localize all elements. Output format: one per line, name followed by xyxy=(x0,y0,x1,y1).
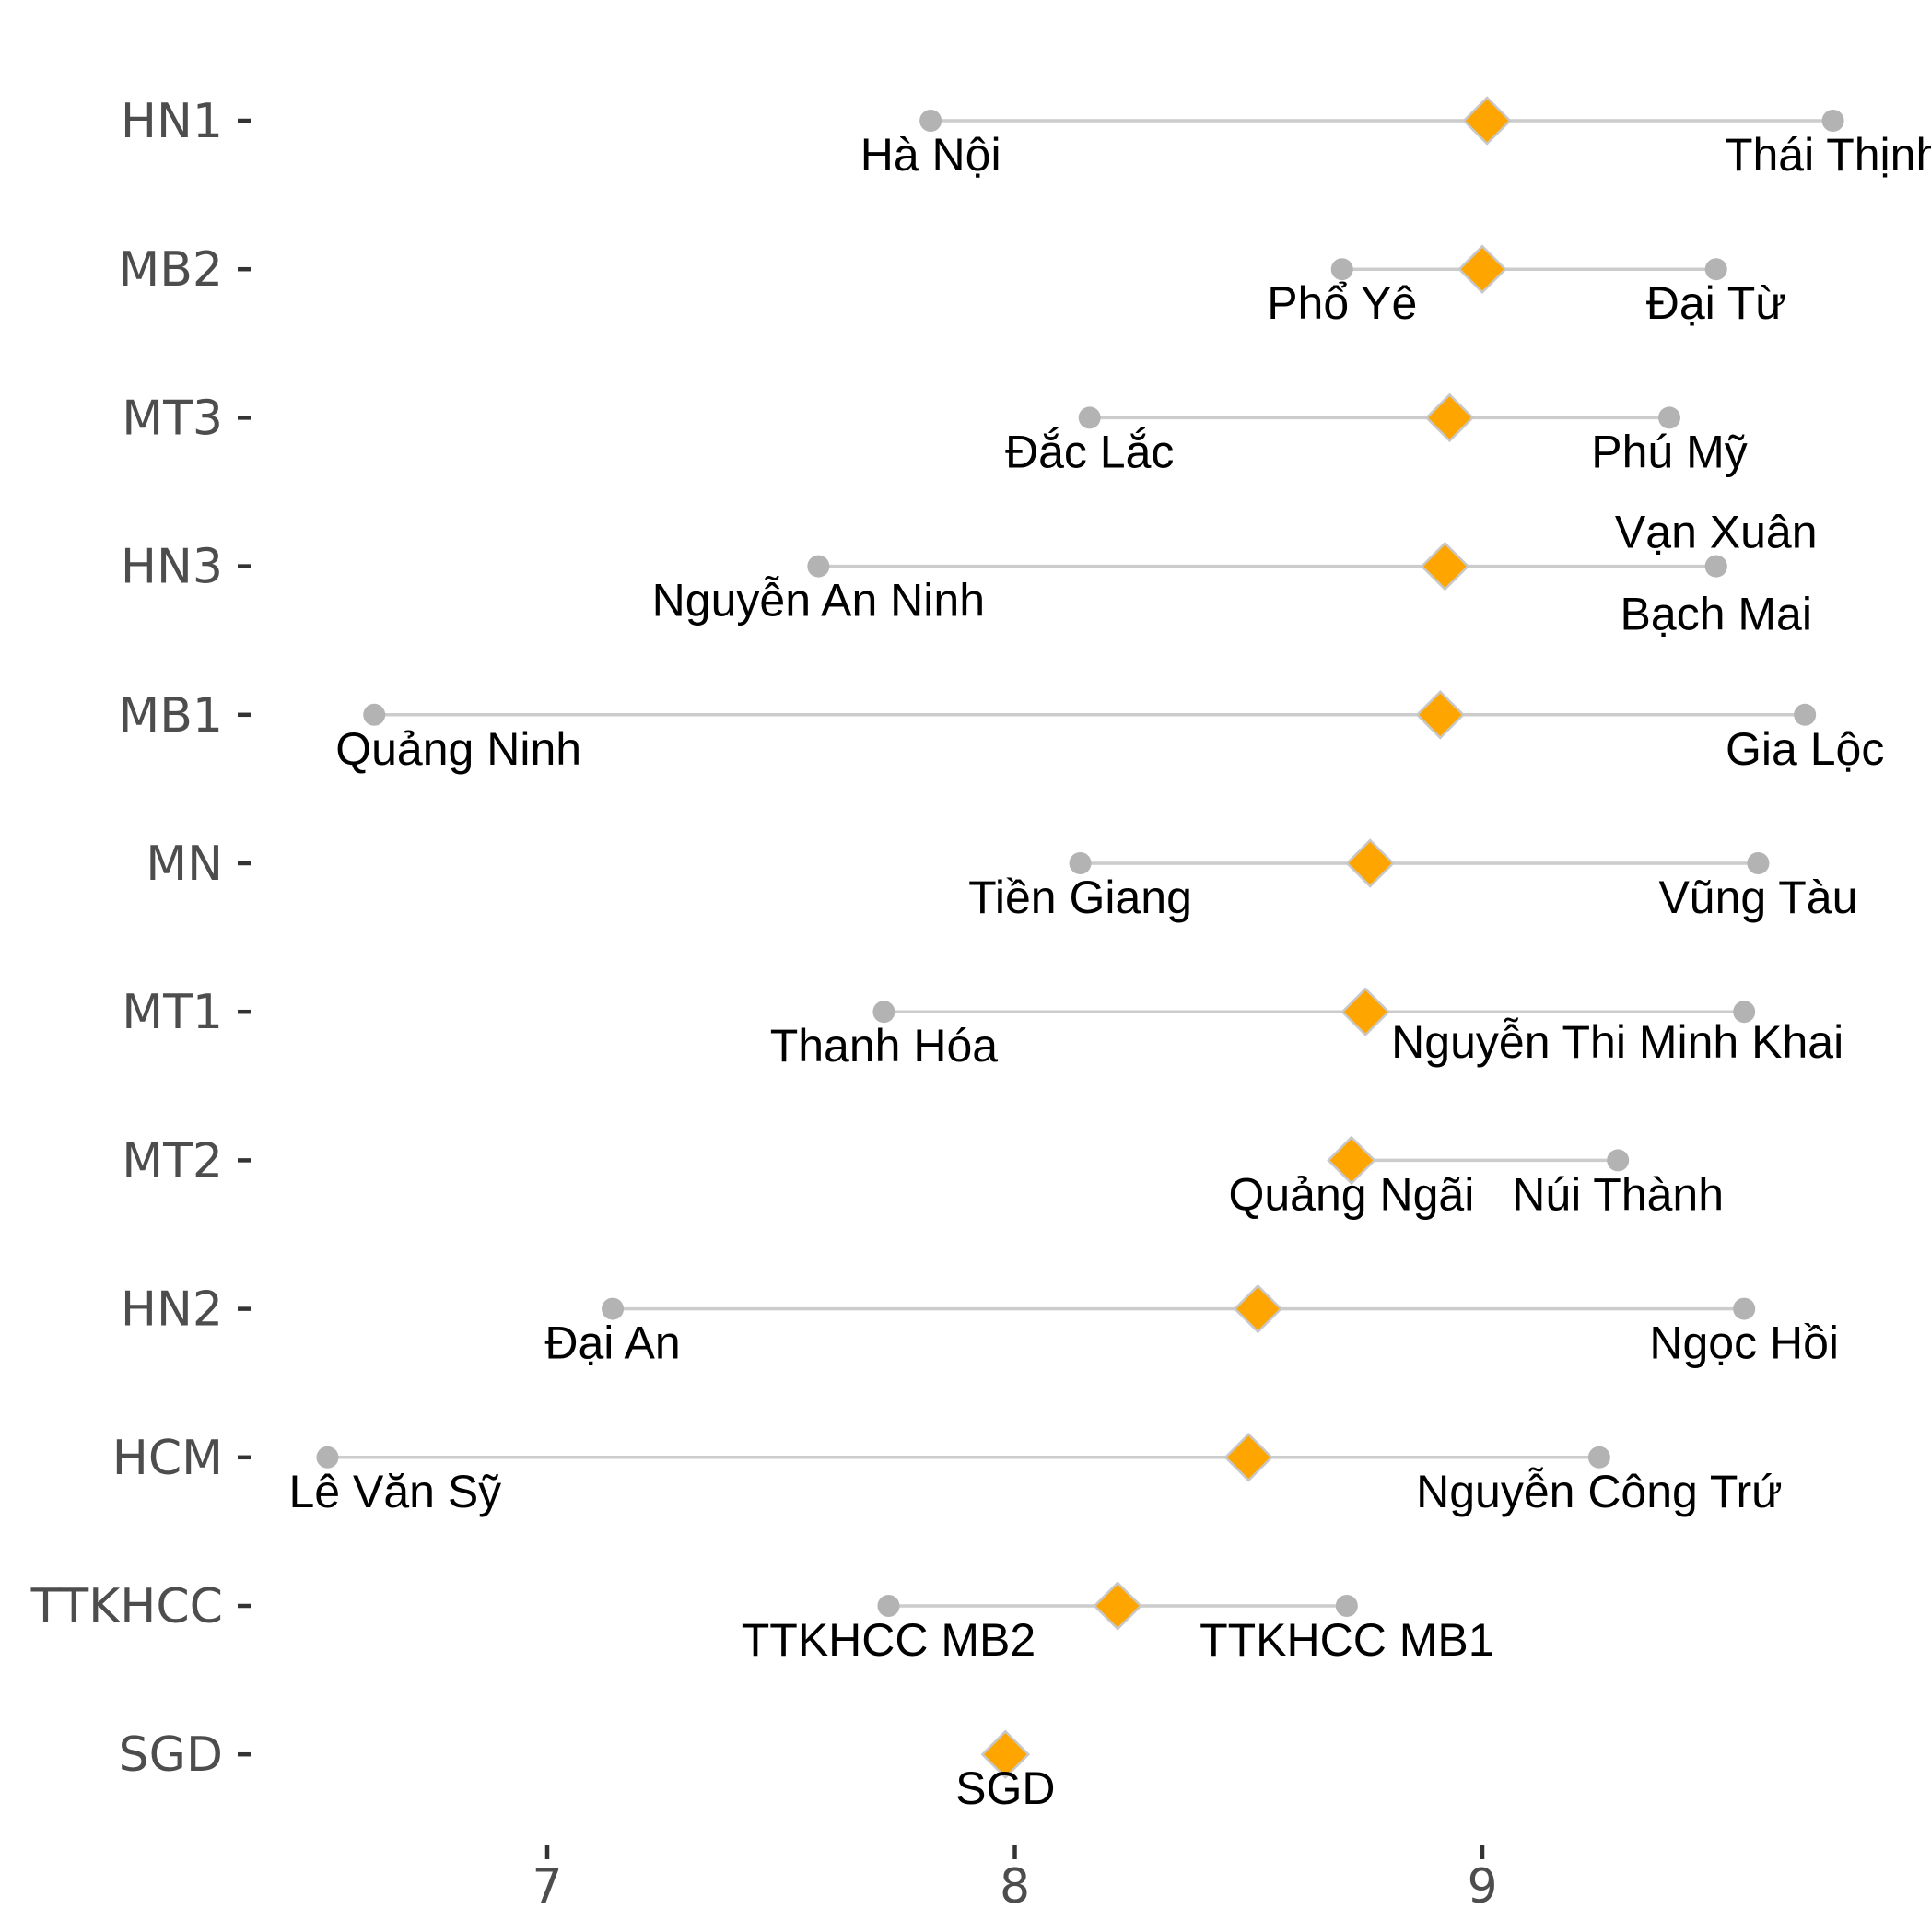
mean-marker-MB1 xyxy=(1415,690,1466,740)
range-lines xyxy=(327,119,1833,1608)
y-tick-label-MB2: MB2 xyxy=(118,242,223,298)
point-label-SGD-0: SGD xyxy=(955,1762,1055,1814)
point-label-MT3-0: Đắc Lắc xyxy=(1005,426,1174,477)
y-tick-label-HN1: HN1 xyxy=(121,94,223,149)
endpoint-MT3-1 xyxy=(1658,406,1680,429)
x-tick-label-8: 8 xyxy=(1000,1859,1030,1914)
y-tick-label-MB1: MB1 xyxy=(118,688,223,744)
mean-marker-SGD xyxy=(980,1729,1031,1779)
point-label-MB1-1: Gia Lộc xyxy=(1726,723,1884,775)
y-tick-label-MN: MN xyxy=(146,837,223,892)
point-label-HN2-0: Đại An xyxy=(544,1317,680,1369)
endpoint-markers xyxy=(316,110,1844,1617)
y-tick-label-SGD: SGD xyxy=(119,1727,223,1783)
point-label-MT1-1: Nguyễn Thi Minh Khai xyxy=(1391,1016,1843,1068)
point-label-MT2-1: Núi Thành xyxy=(1512,1168,1724,1220)
endpoint-TTKHCC-0 xyxy=(877,1595,900,1617)
mean-marker-HN3 xyxy=(1420,541,1470,591)
point-label-HN3-1: Vạn Xuân xyxy=(1615,507,1818,558)
endpoint-TTKHCC-1 xyxy=(1335,1595,1358,1617)
endpoint-HN2-0 xyxy=(602,1297,625,1320)
point-label-MT1-0: Thanh Hóa xyxy=(770,1020,999,1071)
endpoint-HN1-1 xyxy=(1821,110,1844,132)
point-label-MB2-1: Đại Từ xyxy=(1646,277,1786,329)
point-label-HN1-1: Thái Thịnh xyxy=(1725,129,1931,181)
y-tick-label-HN3: HN3 xyxy=(121,540,223,595)
point-label-MN-0: Tiền Giang xyxy=(968,872,1192,923)
endpoint-HN3-0 xyxy=(807,555,830,578)
endpoint-MT2-1 xyxy=(1607,1149,1630,1172)
y-tick-label-HN2: HN2 xyxy=(121,1282,223,1338)
point-label-MT2-0: Quảng Ngãi xyxy=(1228,1168,1474,1220)
y-tick-label-MT1: MT1 xyxy=(122,985,223,1040)
point-label-HN3-0: Nguyễn An Ninh xyxy=(652,575,985,626)
point-label-HN1-0: Hà Nội xyxy=(860,129,1001,181)
mean-marker-MT1 xyxy=(1340,987,1390,1036)
point-label-MT3-1: Phú Mỹ xyxy=(1591,426,1748,477)
endpoint-MB2-1 xyxy=(1704,258,1727,281)
point-label-TTKHCC-0: TTKHCC MB2 xyxy=(742,1614,1036,1666)
mean-marker-MT3 xyxy=(1424,392,1475,443)
endpoint-MT1-0 xyxy=(872,1001,895,1024)
point-label-MB2-0: Phổ Yê xyxy=(1267,277,1417,329)
y-tick-label-TTKHCC: TTKHCC xyxy=(30,1579,223,1634)
mean-marker-HN1 xyxy=(1462,96,1512,146)
x-axis: 7 8 9 xyxy=(532,1845,1498,1914)
endpoint-HN1-0 xyxy=(919,110,942,132)
endpoint-MB1-0 xyxy=(363,703,386,726)
point-labels: Hà Nội Thái Thịnh Phổ Yê Đại Từ Đắc Lắc Phú M… xyxy=(288,129,1931,1814)
y-tick-label-MT2: MT2 xyxy=(122,1133,223,1188)
y-tick-label-HCM: HCM xyxy=(112,1431,223,1486)
x-tick-label-7: 7 xyxy=(532,1859,562,1914)
endpoint-MN-1 xyxy=(1747,852,1770,874)
mean-marker-MT2 xyxy=(1327,1135,1376,1186)
endpoint-MB1-1 xyxy=(1794,703,1817,726)
mean-marker-TTKHCC xyxy=(1093,1581,1142,1631)
endpoint-MT3-0 xyxy=(1078,406,1101,429)
point-label-MN-1: Vũng Tàu xyxy=(1658,872,1857,923)
mean-marker-MB2 xyxy=(1457,244,1507,294)
point-label-HN2-1: Ngọc Hồi xyxy=(1649,1317,1839,1369)
endpoint-MB2-0 xyxy=(1330,258,1353,281)
point-label-HCM-1: Nguyễn Công Trứ xyxy=(1416,1466,1783,1517)
mean-marker-MN xyxy=(1345,838,1395,888)
mean-marker-HN2 xyxy=(1233,1283,1283,1334)
mean-markers xyxy=(980,96,1512,1779)
mean-marker-HCM xyxy=(1223,1433,1274,1482)
endpoint-HN3-2 xyxy=(1704,555,1727,578)
endpoint-HCM-1 xyxy=(1587,1446,1610,1469)
y-axis: HN1 MB2 MT3 HN3 MB1 MN MT1 MT2 HN2 HCM TTKHCC SGD xyxy=(30,94,251,1783)
endpoint-HN2-1 xyxy=(1733,1297,1756,1320)
x-tick-label-9: 9 xyxy=(1467,1859,1497,1914)
endpoint-MT1-1 xyxy=(1733,1001,1756,1024)
endpoint-MN-0 xyxy=(1069,852,1092,874)
point-label-HN3-2: Bạch Mai xyxy=(1621,589,1812,640)
endpoint-HCM-0 xyxy=(316,1446,339,1469)
point-label-HCM-0: Lê Văn Sỹ xyxy=(288,1466,501,1517)
point-label-MB1-0: Quảng Ninh xyxy=(335,723,581,775)
y-tick-label-MT3: MT3 xyxy=(122,391,223,446)
point-label-TTKHCC-1: TTKHCC MB1 xyxy=(1200,1614,1493,1666)
